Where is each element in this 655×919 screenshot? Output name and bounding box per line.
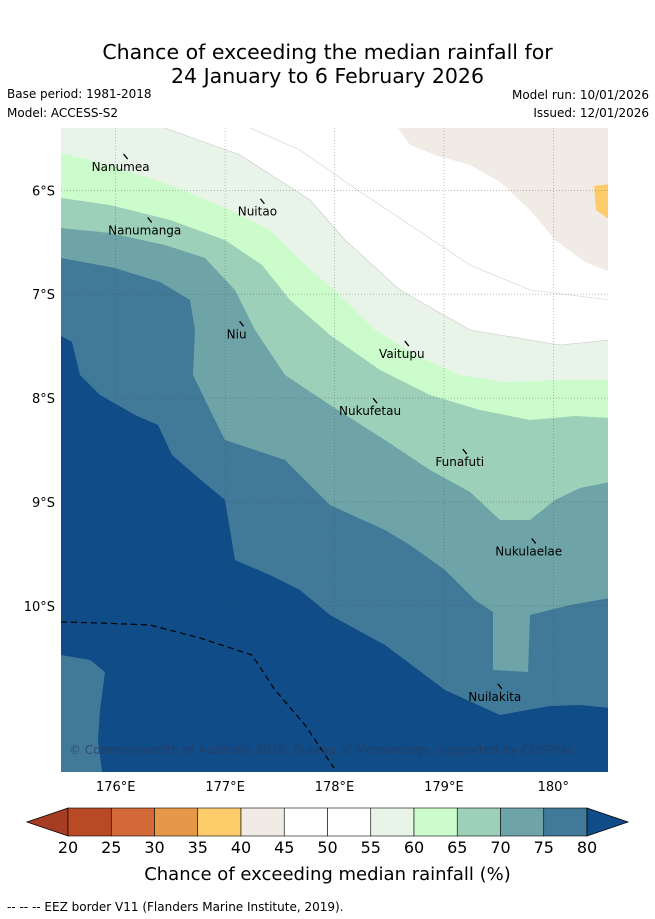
eez-border-line <box>61 621 335 769</box>
band-45-55 <box>165 128 608 345</box>
chart-title-line2: 24 January to 6 February 2026 <box>170 64 484 88</box>
island-label: Nukufetau <box>339 404 401 418</box>
island-nukulaelae: Nukulaelae <box>495 537 562 558</box>
island-shape <box>239 320 245 327</box>
lat-tick-label: 9°S <box>32 496 55 511</box>
lon-tick-label: 179°E <box>424 780 464 795</box>
colorbar-tick-label: 35 <box>188 838 208 857</box>
island-nukufetau: Nukufetau <box>339 397 401 418</box>
lat-tick-label: 7°S <box>32 288 55 303</box>
island-vaitupu: Vaitupu <box>379 340 425 361</box>
lon-tick-label: 176°E <box>96 780 136 795</box>
lat-tick-label: 6°S <box>32 184 55 199</box>
base-period: Base period: 1981-2018 <box>7 87 152 101</box>
copyright-notice: © Commonwealth of Australia 2026, Bureau… <box>69 743 574 757</box>
island-nanumea: Nanumea <box>92 153 150 174</box>
island-shape <box>404 340 410 347</box>
island-label: Niu <box>227 327 247 341</box>
island-niu: Niu <box>227 320 247 341</box>
colorbar-segment-30-35 <box>154 807 199 837</box>
colorbar-tick-label: 60 <box>404 838 424 857</box>
colorbar-tick-label: 30 <box>144 838 164 857</box>
island-shape <box>531 537 537 544</box>
colorbar-segment-55-60 <box>370 807 415 837</box>
island-shape <box>259 198 265 205</box>
colorbar-tick-label: 75 <box>534 838 554 857</box>
colorbar-tick-label: 40 <box>231 838 251 857</box>
colorbar-extend-low <box>25 807 69 837</box>
chart-title-line1: Chance of exceeding the median rainfall … <box>102 40 553 64</box>
lon-tick-label: 178°E <box>315 780 355 795</box>
island-nuitao: Nuitao <box>238 198 277 219</box>
model-name: Model: ACCESS-S2 <box>7 106 119 120</box>
colorbar-tick-label: 70 <box>490 838 510 857</box>
lon-tick-label: 180° <box>538 780 569 795</box>
colorbar-segment-20-25 <box>67 807 112 837</box>
island-shape <box>147 217 153 223</box>
island-label: Funafuti <box>435 455 484 469</box>
colorbar-segment-75-80 <box>543 807 588 837</box>
colorbar-tick-label: 20 <box>58 838 78 857</box>
island-shape <box>123 153 129 160</box>
island-label: Nukulaelae <box>495 544 562 558</box>
island-shape <box>462 448 468 455</box>
island-label: Nuitao <box>238 205 277 219</box>
colorbar-tick-label: 45 <box>274 838 294 857</box>
colorbar-extend-high <box>586 807 630 837</box>
island-label: Nuilakita <box>468 690 521 704</box>
eez-footnote: -- -- -- EEZ border V11 (Flanders Marine… <box>7 900 344 914</box>
colorbar-segment-45-50 <box>283 807 328 837</box>
colorbar-tick-label: 25 <box>101 838 121 857</box>
colorbar-segment-25-30 <box>110 807 155 837</box>
island-funafuti: Funafuti <box>435 448 484 469</box>
island-label: Nanumanga <box>108 223 181 237</box>
island-nuilakita: Nuilakita <box>468 683 521 704</box>
colorbar-label: Chance of exceeding median rainfall (%) <box>144 864 511 885</box>
colorbar-segment-60-65 <box>413 807 458 837</box>
colorbar-tick-label: 65 <box>447 838 467 857</box>
lat-tick-label: 10°S <box>24 600 55 615</box>
colorbar: 20 25 30 35 40 45 50 55 60 65 70 75 80 <box>25 807 630 857</box>
issued-date: Issued: 12/01/2026 <box>533 106 649 120</box>
band-75-80-southwest <box>61 655 105 772</box>
colorbar-segment-35-40 <box>197 807 242 837</box>
colorbar-segment-40-45 <box>240 807 285 837</box>
colorbar-tick-label: 55 <box>361 838 381 857</box>
band-35-40 <box>594 184 608 219</box>
island-shape <box>497 683 503 690</box>
lat-tick-label: 8°S <box>32 392 55 407</box>
island-nanumanga: Nanumanga <box>108 217 181 237</box>
colorbar-tick-label: 50 <box>317 838 337 857</box>
lon-tick-label: 177°E <box>205 780 245 795</box>
island-shape <box>372 397 378 404</box>
island-label: Nanumea <box>92 160 150 174</box>
band-above-80 <box>61 336 608 772</box>
colorbar-segment-65-70 <box>456 807 501 837</box>
island-label: Vaitupu <box>379 347 425 361</box>
colorbar-segment-50-55 <box>327 807 372 837</box>
model-run: Model run: 10/01/2026 <box>511 88 649 102</box>
band-40-45 <box>398 128 608 272</box>
colorbar-segment-70-75 <box>500 807 545 837</box>
colorbar-tick-label: 80 <box>577 838 597 857</box>
